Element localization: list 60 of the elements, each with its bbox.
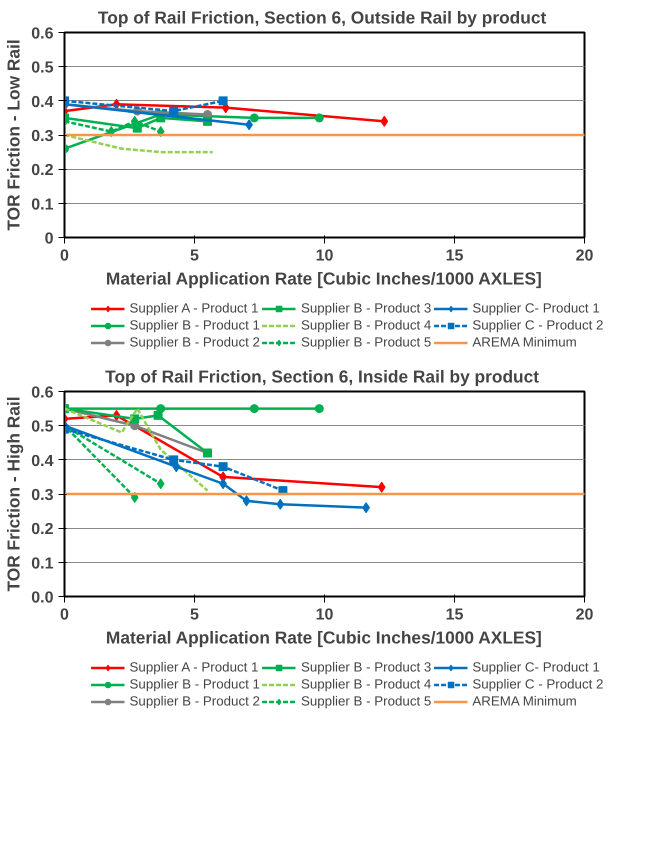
x-tick-label: 5 [190,606,200,624]
point [169,455,178,464]
point [314,404,324,414]
legend-label: Supplier B - Product 2 [130,334,260,350]
y-tick-label: 0.3 [31,128,54,145]
legend-label: AREMA Minimum [472,334,577,350]
y-tick-label: 0.1 [31,555,54,572]
y-tick-label: 0.0 [31,590,54,606]
y-tick-label: 0.5 [31,60,54,77]
y-tick-label: 0.6 [31,384,54,402]
point [156,478,165,490]
x-tick-label: 15 [446,248,464,264]
legend-label: Supplier B - Product 4 [300,676,432,692]
point [154,410,163,420]
x-tick-label: 20 [576,248,594,264]
legend-label: Supplier B - Product 3 [300,300,432,316]
point [218,96,228,106]
point [378,482,386,493]
legend-label: Supplier B - Product 5 [300,334,432,350]
y-tick-label: 0 [44,230,54,248]
y-tick-label: 0.1 [31,196,54,214]
point [169,106,178,116]
legend-label: Supplier A - Product 1 [130,300,258,316]
point [250,404,259,414]
legend-label: Supplier B - Product 2 [130,694,260,708]
legend-label: Supplier C- Product 1 [472,660,600,674]
x-tick-label: 10 [316,606,334,624]
x-tick-label: 5 [190,248,200,264]
legend-label: Supplier B - Product 1 [130,318,260,332]
point [276,498,284,510]
y-tick-label: 0.5 [31,418,54,436]
legend-label: Supplier B - Product 3 [300,660,432,674]
legend-label: Supplier B - Product 1 [130,676,260,692]
x-axis-title: Material Application Rate [Cubic Inches/1000 AXLES] [106,268,542,288]
x-tick-label: 15 [446,606,464,624]
x-tick-label: 0 [60,606,70,624]
x-tick-label: 0 [60,248,70,264]
y-tick-label: 0.6 [31,26,54,42]
legend-label: AREMA Minimum [472,694,577,708]
y-tick-label: 0.4 [31,94,54,111]
x-axis-title: Material Application Rate [Cubic Inches/1000 AXLES] [106,628,542,648]
y-axis-title: TOR Friction - High Rail [3,396,24,592]
legend-label: Supplier C- Product 1 [472,300,600,316]
point [314,113,324,122]
legend-label: Supplier C - Product 2 [472,676,604,692]
y-axis-title: TOR Friction - Low Rail [3,39,24,231]
y-tick-label: 0.2 [31,162,54,180]
legend-label: Supplier B - Product 5 [300,694,432,708]
point [250,113,259,122]
x-tick-label: 20 [576,606,594,624]
y-tick-label: 0.3 [31,487,54,504]
legend-label: Supplier B - Product 4 [300,318,432,332]
legend-label: Supplier C - Product 2 [472,318,604,332]
y-tick-label: 0.2 [31,521,54,538]
chart-title: Top of Rail Friction, Section 6, Outside Rail by product [98,8,546,28]
legend-label: Supplier A - Product 1 [130,660,258,674]
x-tick-label: 10 [316,248,334,264]
y-tick-label: 0.4 [31,452,54,470]
point [218,462,228,472]
chart-title: Top of Rail Friction, Section 6, Inside Rail by product [105,366,540,386]
